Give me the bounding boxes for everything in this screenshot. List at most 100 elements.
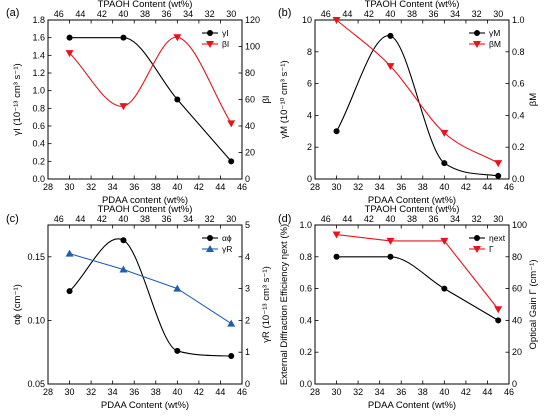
series-line-1: [336, 35, 499, 177]
top-tick-label: 36: [429, 214, 439, 224]
plot-frame: [314, 19, 510, 180]
y2-tick-label: 0.4: [512, 110, 525, 120]
legend-marker-2: [473, 41, 481, 48]
x-tick-label: 38: [151, 387, 161, 397]
top-tick-label: 32: [472, 9, 482, 19]
data-point-2-4: [227, 319, 236, 327]
data-point-2-2: [386, 237, 395, 245]
top-tick-label: 32: [472, 214, 482, 224]
y-tick-label: 0.0: [299, 379, 312, 389]
data-point-1-2: [120, 237, 127, 244]
legend-label-1: αϕ: [222, 233, 232, 243]
data-point-2-4: [494, 306, 503, 314]
x-tick-label: 28: [43, 387, 53, 397]
x-tick-label: 30: [332, 387, 342, 397]
data-point-2-4: [494, 160, 503, 168]
x-tick-label: 44: [482, 387, 492, 397]
y2-axis-title: βM: [528, 93, 539, 106]
top-tick-label: 34: [183, 214, 193, 224]
legend-marker-1: [474, 235, 480, 241]
y-tick-label: 0.8: [32, 103, 45, 113]
top-tick-label: 30: [493, 9, 503, 19]
x-tick-label: 38: [418, 182, 428, 192]
y-tick-label: 2: [307, 142, 312, 152]
x-tick-label: 42: [461, 387, 471, 397]
data-point-2-2: [119, 103, 128, 111]
top-tick-label: 34: [183, 9, 193, 19]
y2-axis-title: βI: [261, 95, 272, 103]
top-tick-label: 36: [162, 214, 172, 224]
top-tick-label: 38: [407, 214, 417, 224]
legend-label-2: Γ: [489, 244, 494, 254]
legend-marker-2: [206, 41, 214, 48]
x-tick-label: 42: [461, 182, 471, 192]
y-tick-label: 1.8: [32, 15, 45, 25]
y2-axis-title: Optical Gain Γ (cm⁻¹): [528, 260, 539, 350]
x-axis-title: PDAA Content (wt%): [368, 195, 456, 206]
y-tick-label: 1.6: [32, 33, 45, 43]
x-tick-label: 38: [418, 387, 428, 397]
y-axis-title: γI (10⁻¹³ cm³ s⁻¹): [12, 63, 23, 135]
x-axis-title: PDAA Content (wt%): [368, 400, 456, 411]
x-tick-label: 40: [439, 387, 449, 397]
y2-tick-label: 80: [512, 252, 522, 262]
y-axis-title: γM (10⁻¹⁰ cm³ s⁻¹): [279, 60, 290, 138]
legend-marker-1: [207, 30, 213, 36]
x-tick-label: 36: [396, 387, 406, 397]
legend-marker-2: [206, 245, 214, 252]
data-point-1-2: [387, 253, 394, 260]
top-tick-label: 30: [226, 9, 236, 19]
y-tick-label: 0.15: [27, 252, 45, 262]
top-axis-title: TPAOH Content (wt%): [98, 204, 193, 215]
series-line-1: [336, 256, 499, 321]
data-point-1-4: [495, 172, 502, 179]
y2-tick-label: 0.2: [512, 142, 525, 152]
y2-tick-label: 40: [512, 315, 522, 325]
data-point-1-3: [441, 160, 448, 167]
x-tick-label: 32: [353, 387, 363, 397]
data-point-2-3: [440, 237, 449, 245]
x-tick-label: 36: [396, 182, 406, 192]
y2-tick-label: 3: [245, 284, 250, 294]
legend-label-1: ηext: [489, 233, 506, 243]
y2-tick-label: 60: [512, 284, 522, 294]
data-point-2-1: [65, 50, 74, 58]
legend-label-2: γR: [222, 244, 232, 254]
y-tick-label: 1.2: [32, 68, 45, 78]
data-point-2-3: [173, 34, 182, 42]
x-tick-label: 30: [65, 387, 75, 397]
panel-1: (a) 28 30 32 34 36 38 40 42 44 46 46 44 42 40 38 36 34 32 3…: [6, 0, 272, 206]
y2-tick-label: 80: [245, 68, 255, 78]
y-tick-label: 0.4: [299, 315, 312, 325]
y2-tick-label: 0.0: [512, 174, 525, 184]
x-tick-label: 36: [129, 387, 139, 397]
x-tick-label: 40: [172, 387, 182, 397]
y-tick-label: 8: [307, 47, 312, 57]
top-tick-label: 36: [162, 9, 172, 19]
y2-tick-label: 5: [245, 220, 250, 230]
y2-tick-label: 20: [245, 148, 255, 158]
x-tick-label: 38: [151, 182, 161, 192]
series-line-2: [69, 36, 232, 124]
data-point-1-4: [228, 158, 235, 165]
data-point-1-1: [66, 34, 73, 41]
series-line-2: [69, 253, 232, 325]
y-tick-label: 10: [302, 15, 312, 25]
data-point-2-2: [119, 265, 128, 273]
data-point-1-3: [174, 347, 181, 354]
y2-axis-title: γR (10⁻¹³ cm³ s⁻¹): [261, 266, 272, 343]
data-point-1-4: [495, 317, 502, 324]
panel-label: (b): [278, 7, 291, 19]
legend-label-1: γM: [489, 28, 500, 38]
data-point-1-3: [441, 285, 448, 292]
top-tick-label: 38: [407, 9, 417, 19]
data-point-2-1: [332, 231, 341, 239]
x-tick-label: 28: [310, 387, 320, 397]
panel-label: (d): [278, 213, 291, 225]
y-tick-label: 0.2: [32, 156, 45, 166]
series-line-2: [336, 233, 499, 310]
top-tick-label: 40: [385, 214, 395, 224]
y2-tick-label: 2: [245, 315, 250, 325]
top-tick-label: 36: [429, 9, 439, 19]
